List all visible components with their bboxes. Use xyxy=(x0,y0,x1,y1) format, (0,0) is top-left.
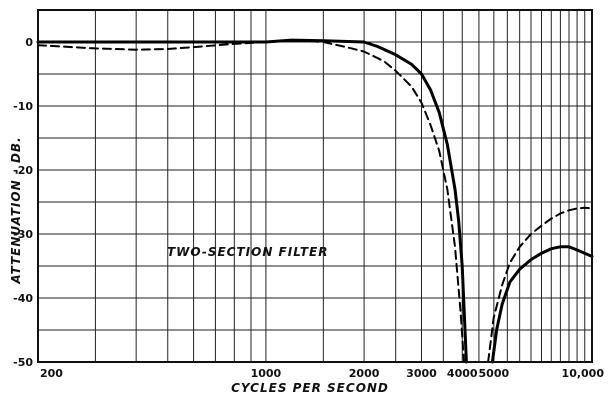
curves xyxy=(36,38,594,364)
solid-curve xyxy=(36,38,468,364)
dashed-curve xyxy=(487,206,593,363)
filter-annotation: TWO-SECTION FILTER xyxy=(167,245,329,259)
solid-curve xyxy=(490,245,594,364)
y-tick-label: -10 xyxy=(13,100,33,113)
x-axis-title: CYCLES PER SECOND xyxy=(231,381,389,395)
dashed-curve xyxy=(37,39,465,363)
x-tick-labels: 200 1000 2000 3000 4000 5000 10,000 xyxy=(40,367,604,380)
x-tick-label: 5000 xyxy=(479,367,510,380)
y-tick-label: -20 xyxy=(13,164,33,177)
y-tick-labels: 0 -10 -20 -30 -40 -50 xyxy=(13,36,33,369)
y-tick-label: -40 xyxy=(13,292,33,305)
x-tick-label: 3000 xyxy=(406,367,437,380)
x-tick-label: 4000 xyxy=(447,367,478,380)
y-axis-title: ATTENUATION - DB. xyxy=(9,136,23,284)
y-tick-label: -50 xyxy=(13,356,33,369)
x-tick-label: 2000 xyxy=(349,367,380,380)
x-tick-label: 1000 xyxy=(251,367,282,380)
grid xyxy=(37,9,593,363)
y-tick-label: -30 xyxy=(13,228,33,241)
x-tick-label: 10,000 xyxy=(562,367,605,380)
x-tick-label: 200 xyxy=(40,367,63,380)
y-tick-label: 0 xyxy=(25,36,33,49)
plot-frame xyxy=(37,9,593,363)
